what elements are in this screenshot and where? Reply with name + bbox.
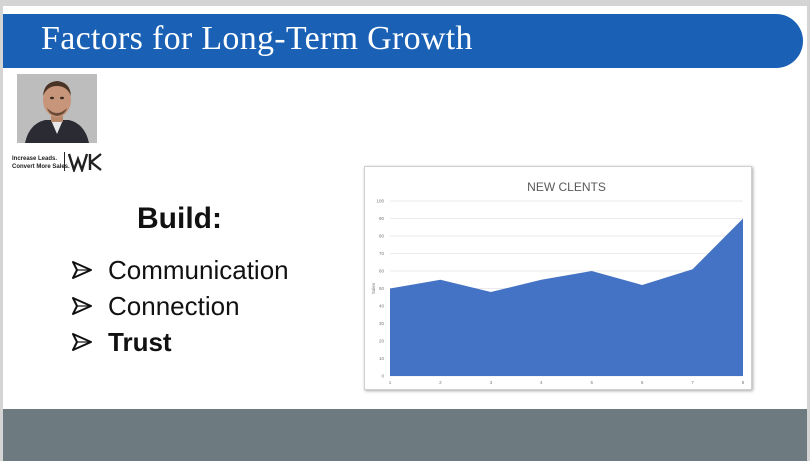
y-tick-label: 0 [381, 374, 384, 379]
presenter-photo [17, 74, 97, 143]
new-clients-chart: NEW CLENTS 0 10 20 30 40 50 60 70 80 90 100 1 2 3 4 5 6 7 8… [364, 166, 752, 390]
chart-svg: NEW CLENTS 0 10 20 30 40 50 60 70 80 90 100 1 2 3 4 5 6 7 8… [371, 180, 745, 385]
bullet-item-trust: Trust [72, 324, 289, 360]
y-tick-label: 40 [379, 304, 385, 309]
logo-divider [64, 152, 65, 171]
y-tick-label: 70 [379, 251, 385, 256]
window-frame-right [807, 0, 810, 461]
y-tick-label: 10 [379, 356, 385, 361]
x-tick-label: 6 [641, 380, 644, 385]
bullet-item-connection: Connection [72, 288, 289, 324]
footer-bar [3, 409, 807, 461]
x-tick-label: 4 [540, 380, 543, 385]
y-tick-label: 90 [379, 216, 385, 221]
series-area [390, 218, 743, 376]
logo-mark [68, 153, 102, 172]
y-tick-label: 100 [376, 199, 384, 204]
bullet-list: Communication Connection Trust [72, 252, 289, 360]
x-tick-label: 2 [439, 380, 442, 385]
x-tick-label: 3 [490, 380, 493, 385]
bullet-text: Connection [108, 290, 240, 321]
y-axis-label: Sales [371, 282, 376, 294]
bullet-text: Trust [108, 326, 172, 357]
x-tick-label: 5 [590, 380, 593, 385]
y-tick-label: 30 [379, 321, 385, 326]
arrow-bullet-icon [72, 333, 108, 351]
slide-title: Factors for Long-Term Growth [41, 20, 473, 57]
x-tick-label: 1 [389, 380, 392, 385]
chart-title: NEW CLENTS [527, 180, 606, 194]
y-tick-label: 60 [379, 269, 385, 274]
window-frame-left [0, 0, 3, 461]
bullet-item-communication: Communication [72, 252, 289, 288]
bullet-text: Communication [108, 254, 289, 285]
y-tick-label: 80 [379, 234, 385, 239]
logo-tagline: Increase Leads. Convert More Sales. [12, 156, 70, 170]
window-frame-top [0, 0, 810, 6]
arrow-bullet-icon [72, 261, 108, 279]
x-tick-label: 8 [742, 380, 745, 385]
build-heading: Build: [137, 202, 222, 235]
arrow-bullet-icon [72, 297, 108, 315]
y-tick-label: 20 [379, 339, 385, 344]
x-tick-label: 7 [691, 380, 694, 385]
y-tick-label: 50 [379, 286, 385, 291]
title-banner: Factors for Long-Term Growth [3, 14, 803, 68]
